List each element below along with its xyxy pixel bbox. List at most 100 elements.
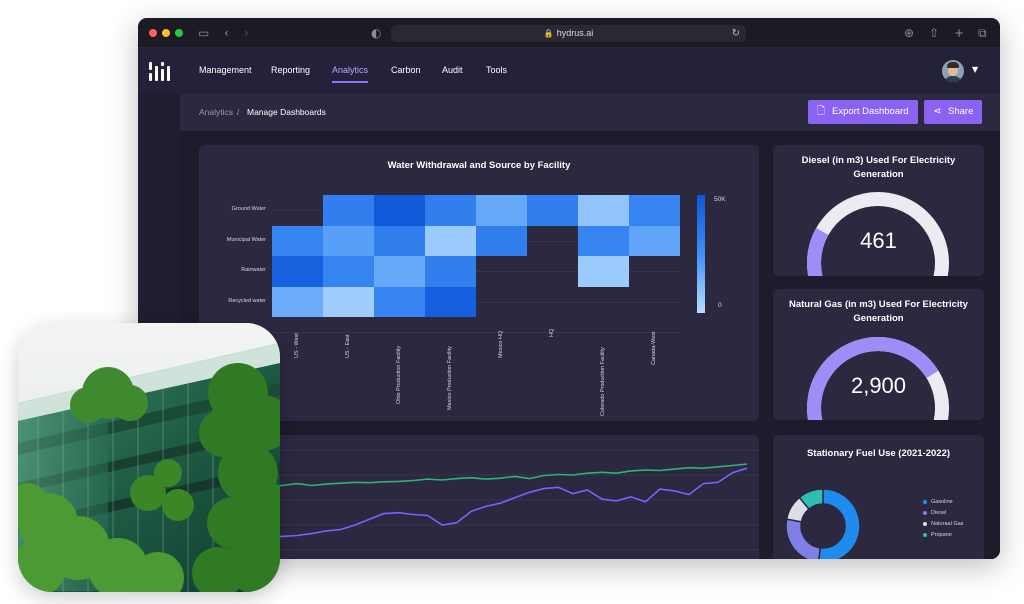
- export-dashboard-label: Export Dashboard: [832, 106, 909, 117]
- breadcrumb-separator: /: [237, 107, 240, 117]
- share-button[interactable]: ⋖ Share: [924, 100, 982, 124]
- heatmap-cell[interactable]: [629, 195, 680, 226]
- top-navigation: Management Reporting Analytics Carbon Au…: [138, 48, 1000, 93]
- purple-series-line: [238, 467, 748, 539]
- hydrus-app: Management Reporting Analytics Carbon Au…: [138, 48, 1000, 559]
- heatmap-cell[interactable]: [323, 225, 374, 256]
- nav-audit[interactable]: Audit: [442, 65, 463, 75]
- heatmap-column-label: Canada-West: [650, 331, 657, 365]
- close-window-button[interactable]: [149, 29, 157, 37]
- heatmap-cell[interactable]: [578, 256, 629, 287]
- diesel-gauge-title: Diesel (in m3) Used For Electricity Gene…: [801, 155, 956, 180]
- natural-gas-gauge-fill: [807, 337, 939, 420]
- heatmap-cell[interactable]: [323, 286, 374, 317]
- green-building-photo: [18, 323, 280, 592]
- heatmap-column-label: US - West: [293, 333, 300, 359]
- heatmap-row-label: Ground Water: [231, 206, 266, 213]
- heatmap-row-label: Recycled water: [228, 297, 266, 304]
- heatmap-cell[interactable]: [374, 225, 425, 256]
- heatmap-cell[interactable]: [374, 195, 425, 226]
- nav-carbon[interactable]: Carbon: [391, 65, 421, 75]
- heatmap-cell[interactable]: [323, 195, 374, 226]
- nav-management[interactable]: Management: [199, 65, 252, 75]
- legend-diesel-swatch: [923, 510, 927, 515]
- address-bar[interactable]: 🔒 hydrus.ai ↻: [391, 25, 746, 42]
- heatmap-cell[interactable]: [476, 225, 527, 256]
- forward-arrow-icon[interactable]: ›: [244, 26, 249, 40]
- heatmap-cell[interactable]: [527, 195, 578, 226]
- donut-slice-propane[interactable]: [798, 488, 824, 511]
- heatmap-cell[interactable]: [425, 195, 476, 226]
- heatmap-gridline: [272, 332, 680, 334]
- tab-overview-icon[interactable]: ⧉: [978, 26, 987, 40]
- legend-natural-gas-swatch: [923, 521, 927, 526]
- heatmap-cell[interactable]: [425, 256, 476, 287]
- heatmap-cell[interactable]: [272, 256, 323, 287]
- chevron-down-icon[interactable]: ▼: [972, 65, 979, 74]
- breadcrumb-parent[interactable]: Analytics: [199, 107, 234, 117]
- nav-analytics[interactable]: Analytics: [332, 65, 369, 75]
- heatmap-cell[interactable]: [425, 286, 476, 317]
- document-icon: 🗋: [817, 106, 826, 117]
- heatmap-cell[interactable]: [374, 286, 425, 317]
- heatmap-column-label: Mexico HQ: [497, 331, 504, 359]
- heatmap-cell[interactable]: [578, 225, 629, 256]
- download-icon[interactable]: ⊕: [904, 26, 915, 40]
- heatmap-cell[interactable]: [272, 286, 323, 317]
- export-dashboard-button[interactable]: 🗋 Export Dashboard: [808, 100, 918, 124]
- heatmap-column-label: Mexico Production Facility: [446, 346, 453, 411]
- donut-title: Stationary Fuel Use (2021-2022): [806, 448, 951, 459]
- browser-titlebar: ▭ ‹ › ◐ 🔒 hydrus.ai ↻ ⊕ ⇧ + ⧉: [138, 18, 1000, 48]
- natural-gas-gauge-card: Natural Gas (in m3) Used For Electricity…: [773, 289, 984, 420]
- breadcrumb-current: Manage Dashboards: [247, 107, 326, 117]
- donut-slice-gasoline[interactable]: [818, 488, 861, 559]
- share-sheet-icon[interactable]: ⇧: [929, 26, 940, 40]
- heatmap-gridline: [272, 271, 680, 273]
- legend-diesel-label: Diesel: [931, 510, 947, 516]
- heatmap-cell[interactable]: [476, 195, 527, 226]
- address-bar-url: hydrus.ai: [556, 28, 594, 38]
- minimize-window-button[interactable]: [162, 29, 170, 37]
- heatmap-cell[interactable]: [272, 225, 323, 256]
- legend-gasoline-swatch: [923, 499, 927, 504]
- diesel-gauge-card: Diesel (in m3) Used For Electricity Gene…: [773, 145, 984, 276]
- share-label: Share: [948, 106, 974, 117]
- nav-tools[interactable]: Tools: [486, 65, 508, 75]
- sidebar-toggle-icon[interactable]: ▭: [198, 26, 210, 40]
- heatmap-cell[interactable]: [374, 256, 425, 287]
- natural-gas-gauge-title: Natural Gas (in m3) Used For Electricity…: [789, 299, 968, 324]
- nav-reporting[interactable]: Reporting: [271, 65, 311, 75]
- back-arrow-icon[interactable]: ‹: [224, 26, 229, 40]
- heatmap-gridline: [272, 301, 680, 303]
- donut-slice-diesel[interactable]: [785, 518, 822, 559]
- heatmap-title: Water Withdrawal and Source by Facility: [387, 160, 571, 171]
- legend-natural-gas: Naturaal Gas: [923, 521, 963, 527]
- trend-line-card: [199, 435, 759, 559]
- heatmap-row-label: Municipal Water: [226, 236, 266, 243]
- heatmap-cell[interactable]: [629, 225, 680, 256]
- hydrus-logo-icon[interactable]: [148, 62, 170, 82]
- water-withdrawal-card: Water Withdrawal and Source by Facility …: [199, 145, 759, 421]
- natural-gas-gauge-value: 2,900: [850, 373, 907, 398]
- heatmap-column-label: HQ: [548, 328, 555, 338]
- privacy-shield-icon[interactable]: ◐: [371, 26, 382, 40]
- legend-propane: Propane: [923, 532, 952, 538]
- heatmap-cell[interactable]: [578, 195, 629, 226]
- reload-icon[interactable]: ↻: [731, 28, 740, 39]
- avatar[interactable]: [942, 60, 964, 82]
- heatmap-cell[interactable]: [323, 256, 374, 287]
- heatmap-color-scale: [697, 195, 705, 313]
- diesel-gauge-value: 461: [860, 228, 897, 253]
- stationary-fuel-card: Stationary Fuel Use (2021-2022) Gasoline…: [773, 435, 984, 559]
- stationary-fuel-donut: [785, 488, 861, 559]
- lock-icon: 🔒: [543, 29, 554, 38]
- new-tab-icon[interactable]: +: [954, 26, 965, 40]
- legend-propane-swatch: [923, 532, 927, 537]
- share-icon: ⋖: [933, 106, 942, 117]
- legend-gasoline: Gasoline: [923, 499, 953, 505]
- heatmap-column-label: Colorado Production Facility: [599, 347, 606, 417]
- heatmap-cell[interactable]: [425, 225, 476, 256]
- heatmap-column-label: US - East: [344, 334, 351, 359]
- zoom-window-button[interactable]: [175, 29, 183, 37]
